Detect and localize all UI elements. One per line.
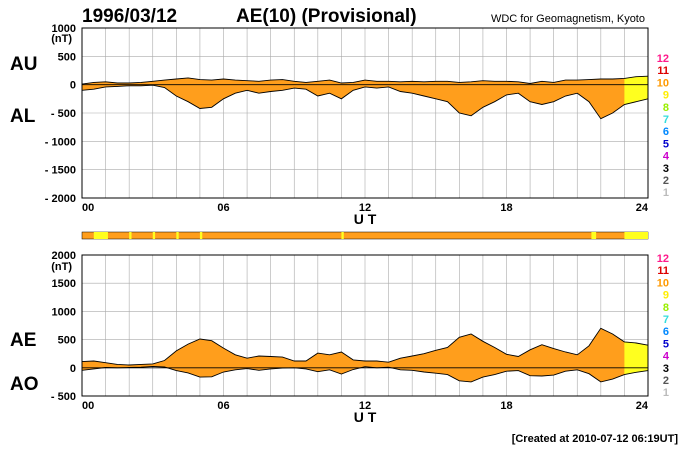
station-count-label: 3 (663, 363, 669, 375)
station-count-label: 10 (657, 77, 669, 89)
station-count-label: 8 (663, 302, 669, 314)
al-series-line (81, 84, 649, 120)
ae-series-line (81, 327, 649, 366)
station-count-label: 1 (663, 187, 669, 199)
station-count-label: 6 (663, 326, 669, 338)
plot-frame (81, 27, 649, 199)
x-tick-label: 12 (359, 400, 371, 412)
station-count-label: 9 (663, 290, 669, 302)
index-title: AE(10) (Provisional) (236, 6, 417, 27)
plot-frame (81, 254, 649, 397)
y-tick-label: 2000 (52, 250, 76, 262)
al-label: AL (10, 106, 36, 127)
activity-bar-segment (199, 232, 203, 239)
activity-bar-segment (591, 232, 597, 239)
date-title: 1996/03/12 (82, 6, 177, 27)
station-count-label: 12 (657, 253, 669, 265)
unit-label: (nT) (51, 33, 72, 45)
x-tick-label: 06 (217, 202, 229, 214)
station-count-label: 11 (657, 65, 669, 77)
station-count-label: 5 (663, 338, 669, 350)
x-axis-label: U T (354, 211, 377, 227)
y-tick-label: - 500 (51, 108, 76, 120)
y-tick-label: 500 (58, 335, 76, 347)
unit-label: (nT) (51, 261, 72, 273)
activity-bar-segment (129, 232, 132, 239)
station-count-label: 7 (663, 114, 669, 126)
station-count-label: 8 (663, 102, 669, 114)
y-tick-label: 1000 (52, 23, 76, 35)
au-series-line (81, 75, 649, 85)
x-tick-label: 24 (636, 202, 649, 214)
activity-bar-segment (341, 232, 344, 239)
activity-bar-segment (93, 232, 108, 239)
ae-ao-panel: 2000 1500 1000 500 0 - 500 00 06 12 18 24 (51, 250, 649, 412)
station-count-label: 12 (657, 53, 669, 65)
x-tick-label: 18 (500, 400, 512, 412)
source-label: WDC for Geomagnetism, Kyoto (491, 13, 645, 25)
station-count-label: 9 (663, 90, 669, 102)
x-tick-label: 06 (217, 400, 229, 412)
y-tick-label: - 500 (51, 391, 76, 403)
ao-series-line (81, 365, 649, 383)
station-count-label: 2 (663, 175, 669, 187)
x-tick-label: 24 (636, 400, 649, 412)
ao-label: AO (10, 374, 39, 395)
high-coverage-area (624, 76, 648, 105)
station-count-label: 2 (663, 375, 669, 387)
activity-bar-segment (152, 232, 156, 239)
ae-label: AE (10, 330, 36, 351)
y-tick-label: 0 (70, 80, 76, 92)
station-count-label: 7 (663, 314, 669, 326)
station-count-label: 4 (663, 151, 670, 163)
y-tick-label: - 1500 (45, 165, 76, 177)
index-band-area (82, 328, 648, 382)
station-count-label: 11 (657, 265, 669, 277)
au-al-panel: 1000 500 0 - 500 - 1000 - 1500 - 2000 00 06 12 18 2… (45, 23, 649, 214)
x-tick-label: 18 (500, 202, 512, 214)
station-count-label: 4 (663, 351, 670, 363)
station-count-label: 6 (663, 126, 669, 138)
x-tick-label: 12 (359, 202, 371, 214)
x-tick-label: 00 (82, 400, 94, 412)
au-label: AU (10, 54, 37, 75)
y-tick-label: 1000 (52, 306, 76, 318)
x-tick-label: 00 (82, 202, 94, 214)
station-count-label: 3 (663, 163, 669, 175)
activity-bar-segment (176, 232, 179, 239)
activity-bar-base (81, 231, 649, 240)
index-band-area (82, 76, 648, 119)
activity-bar (81, 231, 649, 240)
y-tick-label: - 1000 (45, 136, 76, 148)
high-coverage-area (624, 341, 648, 375)
created-timestamp: [Created at 2010-07-12 06:19UT] (512, 433, 679, 445)
activity-bar-segment (624, 232, 648, 239)
station-count-label: 5 (663, 138, 669, 150)
y-tick-label: - 2000 (45, 193, 76, 205)
y-tick-label: 0 (70, 363, 76, 375)
station-count-label: 1 (663, 387, 669, 399)
x-axis-label: U T (354, 409, 377, 425)
y-tick-label: 500 (58, 51, 76, 63)
station-count-label: 10 (657, 277, 669, 289)
y-tick-label: 1500 (52, 278, 76, 290)
